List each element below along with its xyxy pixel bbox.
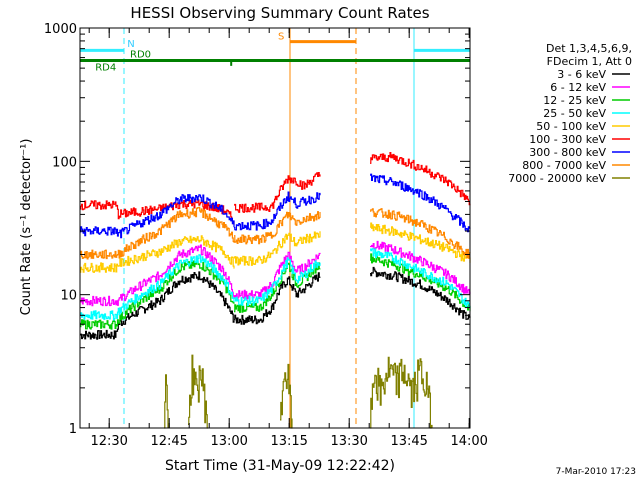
legend-entry-label-6: 300 - 800 keV	[529, 146, 606, 159]
legend-entry-label-1: 6 - 12 keV	[550, 81, 606, 94]
legend-header-0: Det 1,3,4,5,6,9,	[546, 42, 632, 55]
legend: Det 1,3,4,5,6,9,FDecim 1, Att 03 - 6 keV…	[508, 42, 632, 185]
legend-entry-label-7: 800 - 7000 keV	[522, 159, 606, 172]
series-line-5-2	[370, 152, 471, 206]
y-tick-label-0: 1	[69, 422, 77, 437]
series-line-4-1	[234, 231, 321, 266]
series-line-0-0	[80, 271, 235, 340]
series-line-1-2	[370, 240, 471, 295]
series-line-4-2	[370, 222, 471, 263]
flag-label-rd0: RD0	[130, 50, 151, 61]
series-line-7-1	[234, 211, 321, 245]
legend-entry-label-5: 100 - 300 keV	[529, 133, 606, 146]
series-line-5-0	[80, 199, 235, 225]
series-line-6-0	[80, 194, 235, 239]
series-line-3-1	[234, 257, 321, 306]
flag-label-n: N	[127, 39, 134, 50]
x-axis-label: Start Time (31-May-09 12:22:42)	[165, 458, 395, 474]
series-line-8-3	[370, 356, 433, 429]
x-tick-label-3: 13:15	[270, 434, 307, 449]
series-line-6-2	[370, 173, 471, 233]
x-tick-label-4: 13:30	[330, 434, 367, 449]
footer-date: 7-Mar-2010 17:23	[556, 467, 636, 477]
series-line-1-1	[234, 251, 321, 301]
y-tick-label-2: 100	[52, 155, 77, 170]
x-tick-label-1: 12:45	[150, 434, 187, 449]
x-tick-label-5: 13:45	[390, 434, 427, 449]
legend-entry-label-8: 7000 - 20000 keV	[508, 172, 606, 185]
series-line-7-2	[370, 208, 471, 259]
series-line-3-2	[370, 248, 471, 308]
y-tick-label-3: 1000	[44, 22, 77, 37]
legend-entry-label-2: 12 - 25 keV	[543, 94, 606, 107]
series-line-8-0	[164, 374, 169, 429]
series-line-5-1	[234, 172, 321, 213]
series-line-3-0	[80, 254, 235, 321]
series-line-4-0	[80, 235, 235, 273]
series-line-6-1	[234, 191, 321, 231]
x-tick-label-2: 13:00	[210, 434, 247, 449]
legend-entry-label-0: 3 - 6 keV	[557, 68, 606, 81]
plot-frame	[79, 27, 471, 429]
x-tick-label-6: 14:00	[450, 434, 487, 449]
series-line-7-0	[80, 206, 235, 260]
flag-label-rd4: RD4	[95, 63, 116, 74]
y-tick-label-1: 10	[60, 289, 77, 304]
legend-entry-label-4: 50 - 100 keV	[536, 120, 606, 133]
series-line-8-1	[188, 354, 208, 429]
flag-label-s: S	[278, 31, 284, 42]
series-line-0-1	[234, 272, 321, 325]
x-tick-label-0: 12:30	[90, 434, 127, 449]
chart-title: HESSI Observing Summary Count Rates	[130, 4, 429, 22]
series-line-2-0	[80, 260, 235, 330]
series-line-8-2	[280, 363, 293, 429]
series-line-0-2	[370, 266, 471, 320]
y-axis-label: Count Rate (s⁻¹ detector⁻¹)	[19, 139, 34, 316]
series-line-1-0	[80, 244, 235, 307]
legend-entry-label-3: 25 - 50 keV	[543, 107, 606, 120]
legend-header-1: FDecim 1, Att 0	[547, 55, 632, 68]
